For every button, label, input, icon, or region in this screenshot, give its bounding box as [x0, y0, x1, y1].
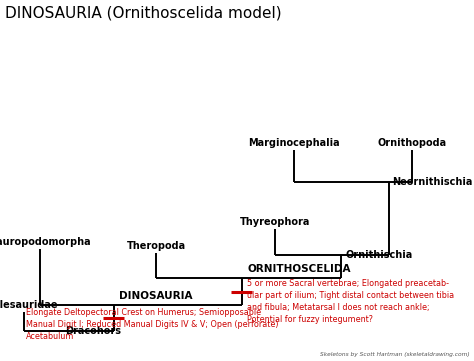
Text: Sauropodomorpha: Sauropodomorpha: [0, 237, 91, 247]
Text: Ornithischia: Ornithischia: [345, 249, 412, 260]
Text: Ornithopoda: Ornithopoda: [378, 138, 447, 148]
Text: Elongate Deltopectoral Crest on Humerus; Semiopposable
Manual Digit I; Reduced M: Elongate Deltopectoral Crest on Humerus;…: [26, 308, 279, 341]
Text: Theropoda: Theropoda: [127, 241, 186, 251]
Text: DINOSAURIA (Ornithoscelida model): DINOSAURIA (Ornithoscelida model): [5, 5, 282, 21]
Text: Skeletons by Scott Hartman (skeletaldrawing.com): Skeletons by Scott Hartman (skeletaldraw…: [319, 352, 469, 357]
Text: 5 or more Sacral vertebrae; Elongated preacetab-
ular part of ilium; Tight dista: 5 or more Sacral vertebrae; Elongated pr…: [247, 279, 455, 324]
Text: ORNITHOSCELIDA: ORNITHOSCELIDA: [247, 264, 351, 274]
Text: Silesauridae: Silesauridae: [0, 300, 58, 310]
Text: Dracohors: Dracohors: [65, 326, 121, 336]
Text: Marginocephalia: Marginocephalia: [248, 138, 340, 148]
Text: Neornithischia: Neornithischia: [392, 177, 473, 187]
Text: DINOSAURIA: DINOSAURIA: [119, 291, 193, 301]
Text: Thyreophora: Thyreophora: [240, 217, 310, 227]
